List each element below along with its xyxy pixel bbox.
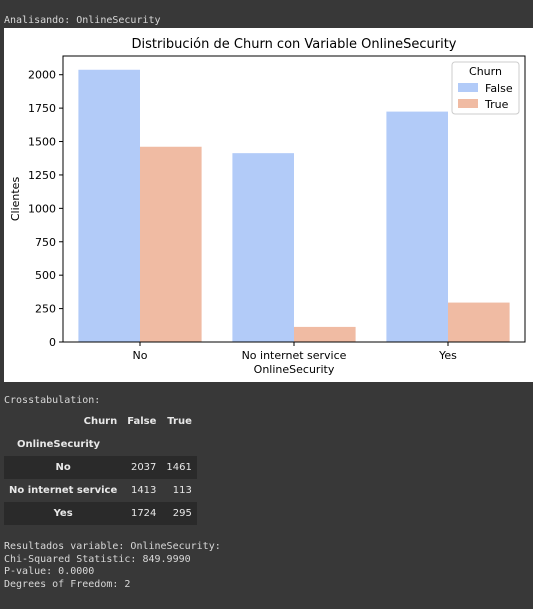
y-tick-label: 1000 — [28, 202, 56, 215]
chart-panel: No No internet service Yes 0 250 500 750 1000 12… — [4, 28, 533, 382]
table-cell: 1461 — [166, 462, 192, 473]
table-cell: 1413 — [130, 485, 157, 496]
column-header-true: True — [167, 416, 192, 427]
y-tick-label: 1500 — [28, 136, 56, 149]
x-tick-label: No internet service — [242, 349, 347, 362]
results-line: Resultados variable: OnlineSecurity: — [4, 541, 221, 552]
bar-chart: No No internet service Yes 0 250 500 750 1000 12… — [9, 37, 526, 376]
row-label: No internet service — [9, 485, 118, 496]
legend-title: Churn — [469, 65, 502, 78]
x-axis-label: OnlineSecurity — [254, 363, 335, 376]
chart-title: Distribución de Churn con Variable Onlin… — [131, 37, 456, 52]
table-cell: 2037 — [130, 462, 157, 473]
legend-swatch-true — [458, 99, 478, 108]
table-cell: 295 — [172, 508, 192, 519]
crosstab-title: Crosstabulation: — [4, 395, 101, 406]
results-line: P-value: 0.0000 — [4, 566, 95, 577]
bar-false-2 — [386, 111, 448, 343]
y-tick-label: 1250 — [28, 169, 56, 182]
bar-false-1 — [232, 153, 294, 342]
index-name-header: OnlineSecurity — [17, 439, 101, 450]
x-tick-label: No — [133, 349, 148, 362]
columns-name-header: Churn — [83, 416, 118, 427]
bar-true-0 — [140, 146, 202, 342]
bar-false-0 — [78, 69, 140, 343]
results-line: Degrees of Freedom: 2 — [4, 578, 131, 590]
plot-frame — [62, 55, 526, 343]
row-label: Yes — [53, 508, 73, 519]
table-cell: 113 — [172, 485, 192, 496]
results-line: Chi-Squared Statistic: 849.9990 — [4, 553, 191, 565]
y-tick-label: 500 — [35, 269, 56, 282]
crosstab-table: Churn False True OnlineSecurity No 2037 … — [4, 410, 197, 525]
table-row: No 2037 1461 — [4, 456, 197, 479]
empty-header-cell — [161, 433, 196, 456]
y-tick-label: 1750 — [28, 102, 56, 115]
empty-header-cell — [122, 433, 161, 456]
legend-swatch-false — [458, 83, 478, 92]
column-header-false: False — [127, 416, 157, 427]
y-tick-label: 2000 — [28, 69, 56, 82]
y-axis-label: Clientes — [9, 177, 22, 222]
y-tick-label: 250 — [35, 303, 56, 316]
bar-true-1 — [294, 326, 356, 342]
legend-label-true: True — [484, 98, 509, 111]
bar-true-2 — [448, 302, 510, 342]
y-tick-label: 0 — [49, 336, 56, 349]
table-cell: 1724 — [130, 508, 157, 519]
legend-label-false: False — [485, 82, 513, 95]
table-row: No internet service 1413 113 — [4, 479, 197, 502]
output-header: Analisando: OnlineSecurity — [4, 15, 161, 26]
y-tick-label: 750 — [35, 236, 56, 249]
table-row: Yes 1724 295 — [4, 502, 197, 525]
row-label: No — [55, 462, 71, 473]
results-block: Resultados variable: OnlineSecurity: Chi… — [4, 541, 221, 591]
x-tick-label: Yes — [438, 349, 457, 362]
